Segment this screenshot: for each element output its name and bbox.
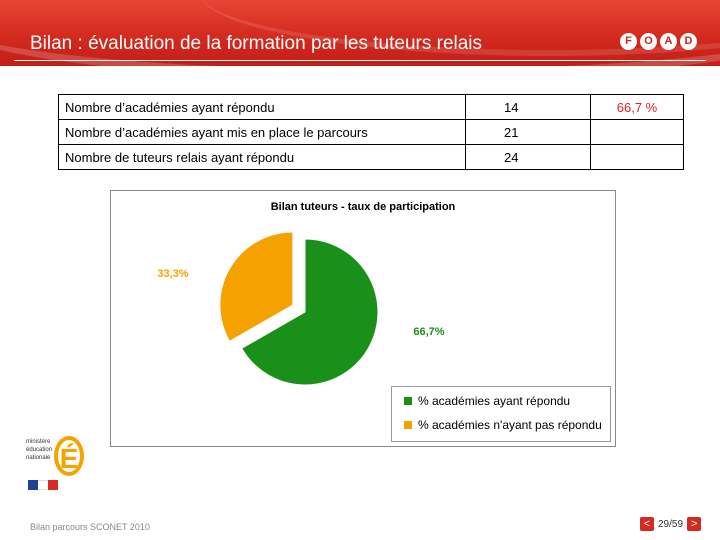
title-underline: [14, 60, 706, 61]
pie-chart: Bilan tuteurs - taux de participation 66…: [110, 190, 616, 447]
slide-title: Bilan : évaluation de la formation par l…: [30, 33, 483, 54]
table-row: Nombre d’académies ayant mis en place le…: [58, 119, 684, 145]
foad-letter-d: D: [680, 33, 697, 50]
row-value: 21: [465, 119, 591, 145]
row-value: 24: [465, 144, 591, 170]
ministry-logo: ministère éducation nationale É: [26, 432, 88, 502]
legend-item: % académies ayant répondu: [404, 394, 570, 408]
stats-table: Nombre d’académies ayant répondu 14 66,7…: [58, 94, 684, 170]
chart-title: Bilan tuteurs - taux de participation: [271, 201, 456, 213]
foad-letter-o: O: [640, 33, 657, 50]
row-label: Nombre d’académies ayant mis en place le…: [58, 119, 466, 145]
legend-item: % académies n'ayant pas répondu: [404, 418, 602, 432]
ministry-logo-text: ministère éducation nationale: [26, 439, 53, 461]
row-label: Nombre d’académies ayant répondu: [58, 94, 466, 120]
chart-legend: % académies ayant répondu % académies n'…: [391, 386, 611, 442]
row-value: 14: [465, 94, 591, 120]
pie-chart-canvas: Bilan tuteurs - taux de participation 66…: [157, 201, 456, 386]
legend-label: % académies n'ayant pas répondu: [418, 418, 602, 432]
french-flag-icon: [28, 480, 58, 490]
header-banner: [0, 0, 720, 66]
legend-label: % académies ayant répondu: [418, 394, 571, 408]
row-label: Nombre de tuteurs relais ayant répondu: [58, 144, 466, 170]
foad-letter-f: F: [620, 33, 637, 50]
foad-letter-a: A: [660, 33, 677, 50]
page-number: 29/59: [658, 518, 684, 530]
legend-swatch: [404, 397, 412, 405]
row-percentage: [590, 119, 684, 145]
row-percentage: [590, 144, 684, 170]
pie-data-label: 33,3%: [157, 268, 188, 280]
legend-swatch: [404, 421, 412, 429]
pie-slice: [241, 238, 379, 386]
prev-slide-button[interactable]: <: [640, 517, 654, 531]
pie-slice: [219, 231, 294, 343]
ministry-logo-letter: É: [54, 436, 84, 476]
pie-data-label: 66,7%: [413, 326, 444, 338]
row-percentage: 66,7 %: [590, 94, 684, 120]
table-row: Nombre de tuteurs relais ayant répondu 2…: [58, 144, 684, 170]
footer-text: Bilan parcours SCONET 2010: [30, 522, 150, 532]
slide-navigation: < 29/59 >: [640, 517, 702, 531]
table-row: Nombre d’académies ayant répondu 14 66,7…: [58, 94, 684, 120]
header-swoosh-secondary: [200, 0, 720, 56]
next-slide-button[interactable]: >: [687, 517, 702, 531]
foad-logo: F O A D: [620, 33, 697, 50]
